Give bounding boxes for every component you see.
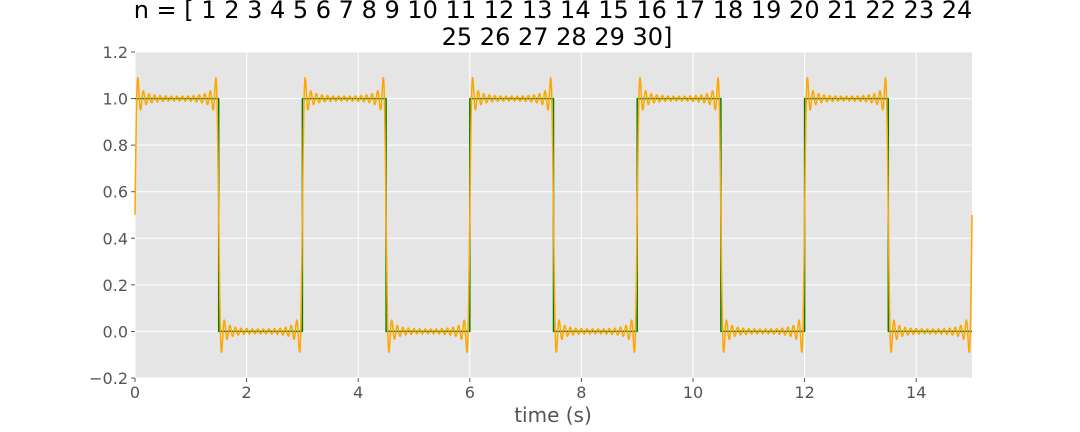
y-tick-label: 0.0	[103, 322, 128, 341]
y-tick-label: 0.6	[103, 183, 128, 202]
y-tick-label: −0.2	[89, 369, 128, 388]
series-line-fourier-approximation	[134, 76, 973, 354]
y-tick-label: 0.2	[103, 276, 128, 295]
y-tick-label: 1.2	[103, 43, 128, 62]
x-tick-label: 0	[130, 383, 140, 402]
x-tick-label: 2	[242, 383, 252, 402]
chart-title-line-1: n = [ 1 2 3 4 5 6 7 8 9 10 11 12 13 14 1…	[134, 0, 973, 24]
y-tick-label: 0.8	[103, 136, 128, 155]
x-tick-label: 14	[906, 383, 926, 402]
x-tick-label: 8	[576, 383, 586, 402]
x-axis-ticks: 0 2 4 6 8 10 12 14	[130, 378, 926, 402]
x-tick-label: 12	[794, 383, 814, 402]
x-axis-label: time (s)	[514, 403, 592, 427]
x-tick-label: 10	[683, 383, 703, 402]
y-tick-label: 1.0	[103, 90, 128, 109]
x-tick-label: 4	[353, 383, 363, 402]
chart-title-line-2: 25 26 27 28 29 30]	[442, 23, 673, 51]
y-tick-label: 0.4	[103, 229, 128, 248]
y-axis-ticks: −0.2 0.0 0.2 0.4 0.6 0.8 1.0 1.2	[89, 43, 135, 388]
x-tick-label: 6	[465, 383, 475, 402]
series-layer	[134, 76, 973, 354]
